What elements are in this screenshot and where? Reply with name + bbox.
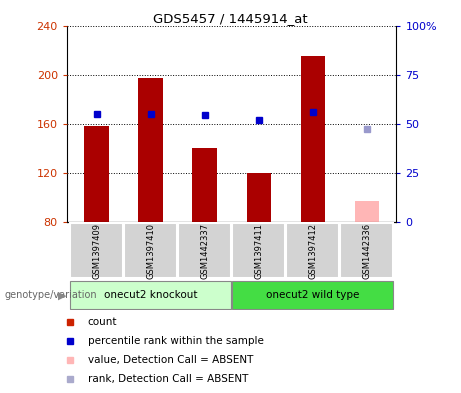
Text: GSM1442336: GSM1442336 xyxy=(362,222,371,279)
Text: count: count xyxy=(88,317,117,327)
Bar xyxy=(193,148,217,222)
Text: onecut2 wild type: onecut2 wild type xyxy=(266,290,360,300)
Text: ▶: ▶ xyxy=(58,290,66,300)
FancyBboxPatch shape xyxy=(232,281,393,309)
FancyBboxPatch shape xyxy=(340,222,393,279)
FancyBboxPatch shape xyxy=(286,222,339,279)
FancyBboxPatch shape xyxy=(70,222,123,279)
Bar xyxy=(301,56,325,222)
Text: genotype/variation: genotype/variation xyxy=(5,290,97,300)
Text: rank, Detection Call = ABSENT: rank, Detection Call = ABSENT xyxy=(88,375,248,384)
FancyBboxPatch shape xyxy=(70,281,231,309)
Bar xyxy=(355,201,379,222)
FancyBboxPatch shape xyxy=(124,222,177,279)
Text: GDS5457 / 1445914_at: GDS5457 / 1445914_at xyxy=(153,12,308,25)
Bar xyxy=(84,126,109,222)
Text: GSM1397409: GSM1397409 xyxy=(92,222,101,279)
FancyBboxPatch shape xyxy=(178,222,231,279)
Text: value, Detection Call = ABSENT: value, Detection Call = ABSENT xyxy=(88,355,253,365)
Text: onecut2 knockout: onecut2 knockout xyxy=(104,290,197,300)
FancyBboxPatch shape xyxy=(232,222,285,279)
Bar xyxy=(247,173,271,222)
Text: GSM1397411: GSM1397411 xyxy=(254,222,263,279)
Bar xyxy=(138,78,163,222)
Text: GSM1397410: GSM1397410 xyxy=(146,222,155,279)
Text: GSM1442337: GSM1442337 xyxy=(200,222,209,279)
Text: percentile rank within the sample: percentile rank within the sample xyxy=(88,336,264,346)
Text: GSM1397412: GSM1397412 xyxy=(308,222,317,279)
